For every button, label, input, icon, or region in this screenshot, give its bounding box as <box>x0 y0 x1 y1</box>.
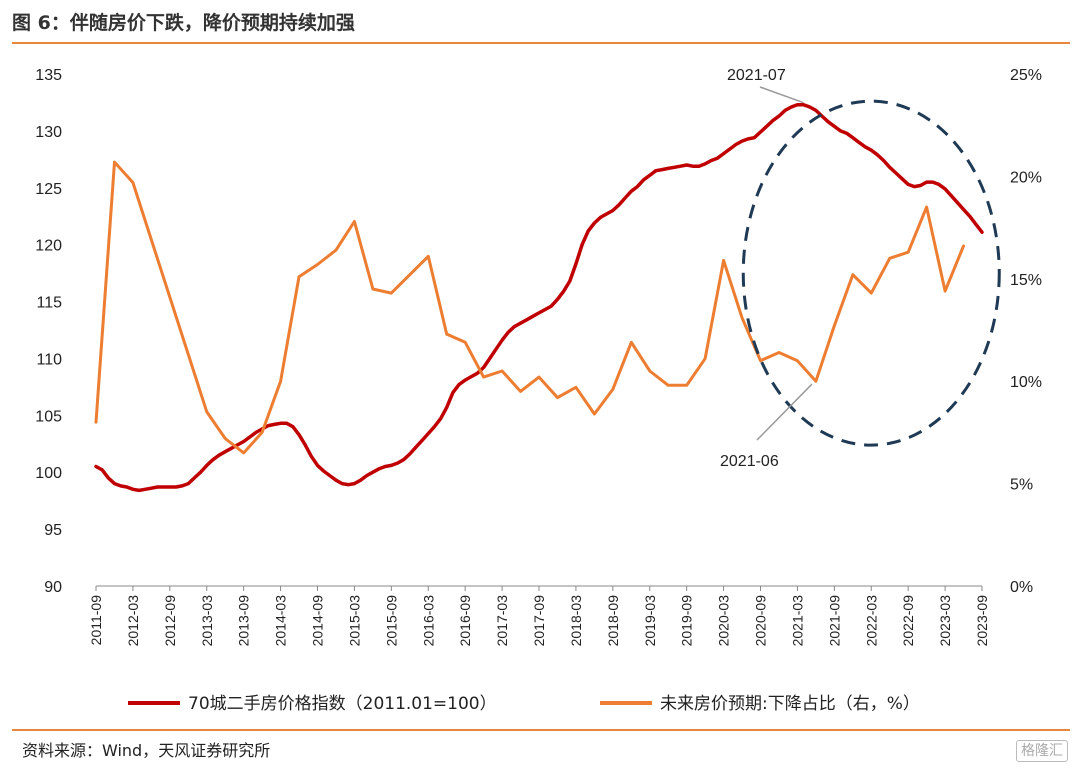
x-tick-label: 2019-09 <box>679 595 695 647</box>
left-tick-label: 120 <box>35 238 62 255</box>
x-tick-label: 2013-03 <box>199 595 215 647</box>
right-tick-label: 10% <box>1010 374 1042 391</box>
legend-label: 70城二手房价格指数（2011.01=100） <box>188 694 497 714</box>
x-tick-label: 2019-03 <box>642 595 658 647</box>
x-tick-label: 2021-03 <box>789 595 805 647</box>
right-axis-tick-labels: 0% 5% 10% 15% 20% 25% <box>1010 67 1042 596</box>
right-tick-label: 15% <box>1010 272 1042 289</box>
x-tick-label: 2016-09 <box>457 595 473 647</box>
x-tick-label: 2016-03 <box>420 595 436 647</box>
left-tick-label: 100 <box>35 465 62 482</box>
right-tick-label: 5% <box>1010 477 1033 494</box>
axes-group <box>95 585 983 591</box>
source-note: 资料来源：Wind，天风证券研究所 <box>22 741 271 760</box>
x-tick-label: 2015-03 <box>346 595 362 647</box>
x-tick-label: 2014-03 <box>273 595 289 647</box>
x-tick-label: 2022-09 <box>900 595 916 647</box>
left-tick-label: 130 <box>35 124 62 141</box>
x-tick-label: 2018-03 <box>568 595 584 647</box>
left-tick-label: 95 <box>44 522 62 539</box>
x-tick-label: 2017-09 <box>531 595 547 647</box>
x-tick-label: 2017-03 <box>494 595 510 647</box>
footer-divider <box>12 729 1070 731</box>
title-divider <box>12 42 1070 44</box>
x-tick-label: 2021-09 <box>826 595 842 647</box>
annotation-leader-2021-06 <box>756 383 813 441</box>
x-tick-label: 2015-09 <box>383 595 399 647</box>
legend-label: 未来房价预期:下降占比（右，%） <box>660 694 920 714</box>
left-tick-label: 90 <box>44 579 62 596</box>
x-tick-label: 2011-09 <box>88 595 104 646</box>
annotations: 2021-07 2021-06 <box>720 67 1001 470</box>
annotation-2021-06: 2021-06 <box>720 453 779 470</box>
chart-title: 图 6：伴随房价下跌，降价预期持续加强 <box>12 12 355 34</box>
annotation-leader-2021-07 <box>759 86 804 104</box>
x-tick-label: 2012-09 <box>162 595 178 647</box>
x-tick-label: 2012-03 <box>125 595 141 647</box>
left-tick-label: 105 <box>35 408 62 425</box>
left-tick-label: 110 <box>36 351 62 368</box>
legend: 70城二手房价格指数（2011.01=100） 未来房价预期:下降占比（右，%） <box>128 694 920 714</box>
x-tick-label: 2023-03 <box>937 595 953 647</box>
right-tick-label: 20% <box>1010 169 1042 186</box>
annotation-2021-07: 2021-07 <box>727 67 786 84</box>
x-tick-label: 2013-09 <box>236 595 252 647</box>
watermark-logo: 格隆汇 <box>1016 740 1068 762</box>
x-tick-label: 2014-09 <box>310 595 326 647</box>
right-tick-label: 25% <box>1010 67 1042 84</box>
series-lines <box>94 102 984 493</box>
right-tick-label: 0% <box>1010 579 1033 596</box>
x-tick-label: 2020-09 <box>753 595 769 647</box>
left-tick-label: 115 <box>36 295 62 312</box>
left-axis-tick-labels: 90 95 100 105 110 115 120 125 130 135 <box>35 67 62 596</box>
series-line-price-index <box>94 102 984 493</box>
left-tick-label: 135 <box>35 67 62 84</box>
x-axis-tick-labels: 2011-09 2012-03 2012-09 2013-03 2013-09 2014-… <box>88 595 990 647</box>
x-tick-label: 2023-09 <box>974 595 990 647</box>
x-tick-label: 2022-03 <box>863 595 879 647</box>
x-tick-label: 2018-09 <box>605 595 621 647</box>
x-tick-label: 2020-03 <box>716 595 732 647</box>
left-tick-label: 125 <box>35 181 62 198</box>
series-line-price-expectation <box>94 160 965 455</box>
highlight-ellipse <box>741 99 1001 447</box>
